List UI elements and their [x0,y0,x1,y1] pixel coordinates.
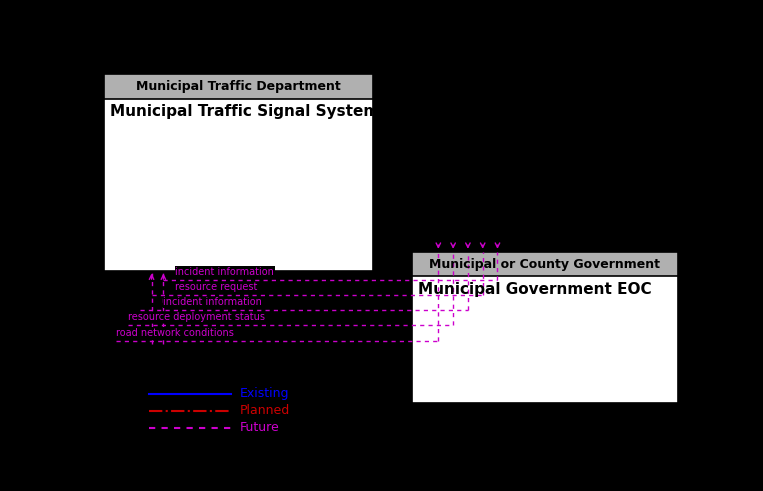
Text: Planned: Planned [240,404,291,417]
Bar [412,252,678,403]
Text: incident information: incident information [163,298,262,307]
Text: Municipal Traffic Signal Systems: Municipal Traffic Signal Systems [110,104,388,119]
Text: Future: Future [240,421,280,434]
Text: incident information: incident information [175,267,274,277]
Text: Municipal Government EOC: Municipal Government EOC [417,282,652,297]
Bar [105,74,373,271]
Text: resource request: resource request [175,282,258,292]
Bar [412,252,678,276]
Text: road network conditions: road network conditions [116,327,234,337]
Text: Existing: Existing [240,387,290,400]
Text: Municipal Traffic Department: Municipal Traffic Department [137,80,341,93]
Bar [105,74,373,99]
Text: resource deployment status: resource deployment status [128,312,265,323]
Text: Municipal or County Government: Municipal or County Government [430,257,660,271]
